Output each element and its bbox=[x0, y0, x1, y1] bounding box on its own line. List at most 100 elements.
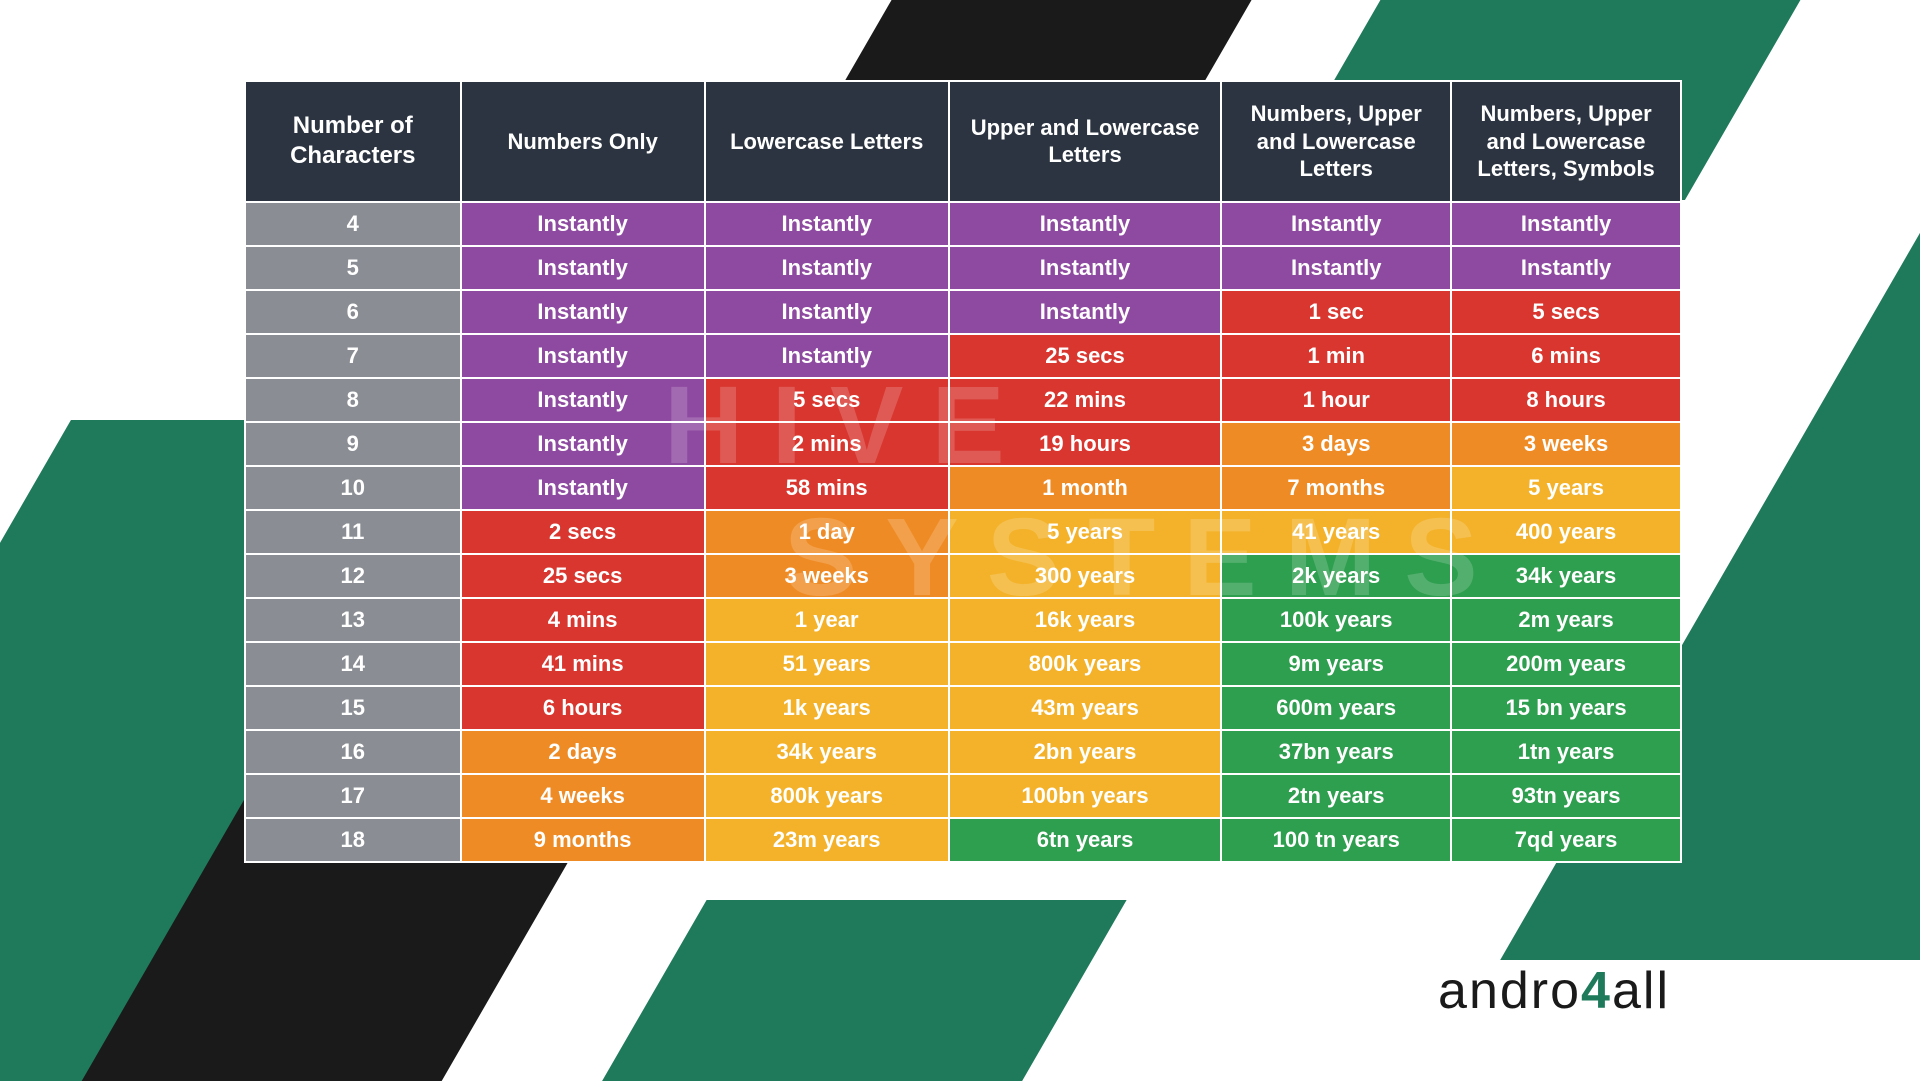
crack-time-cell: 600m years bbox=[1222, 687, 1450, 729]
crack-time-cell: 2 mins bbox=[706, 423, 948, 465]
crack-time-cell: 25 secs bbox=[950, 335, 1221, 377]
crack-time-cell: 1tn years bbox=[1452, 731, 1680, 773]
crack-time-cell: 6 hours bbox=[462, 687, 704, 729]
row-number: 9 bbox=[246, 423, 460, 465]
col-header: Numbers, Upper and Lowercase Letters bbox=[1222, 82, 1450, 201]
table-row: 156 hours1k years43m years600m years15 b… bbox=[246, 687, 1680, 729]
col-header: Number of Characters bbox=[246, 82, 460, 201]
crack-time-cell: Instantly bbox=[462, 335, 704, 377]
crack-time-cell: 5 years bbox=[950, 511, 1221, 553]
crack-time-cell: 7qd years bbox=[1452, 819, 1680, 861]
crack-time-cell: Instantly bbox=[706, 335, 948, 377]
logo-prefix: andro bbox=[1438, 962, 1581, 1020]
crack-time-cell: 9m years bbox=[1222, 643, 1450, 685]
crack-time-cell: 43m years bbox=[950, 687, 1221, 729]
crack-time-cell: 5 years bbox=[1452, 467, 1680, 509]
crack-time-cell: 9 months bbox=[462, 819, 704, 861]
crack-time-cell: 1 year bbox=[706, 599, 948, 641]
col-header: Numbers Only bbox=[462, 82, 704, 201]
crack-time-cell: Instantly bbox=[950, 291, 1221, 333]
crack-time-cell: 3 weeks bbox=[1452, 423, 1680, 465]
crack-time-cell: 2 days bbox=[462, 731, 704, 773]
crack-time-cell: Instantly bbox=[1452, 247, 1680, 289]
crack-time-cell: 7 months bbox=[1222, 467, 1450, 509]
crack-time-cell: Instantly bbox=[1452, 203, 1680, 245]
crack-time-cell: Instantly bbox=[462, 467, 704, 509]
crack-time-cell: 800k years bbox=[950, 643, 1221, 685]
crack-time-cell: 2tn years bbox=[1222, 775, 1450, 817]
logo-accent: 4 bbox=[1581, 962, 1612, 1020]
crack-time-cell: 300 years bbox=[950, 555, 1221, 597]
crack-time-cell: 34k years bbox=[706, 731, 948, 773]
row-number: 4 bbox=[246, 203, 460, 245]
crack-time-cell: 93tn years bbox=[1452, 775, 1680, 817]
crack-time-cell: Instantly bbox=[706, 247, 948, 289]
bg-stripe-green-bottom bbox=[533, 900, 1126, 1081]
row-number: 10 bbox=[246, 467, 460, 509]
table-row: 4InstantlyInstantlyInstantlyInstantlyIns… bbox=[246, 203, 1680, 245]
table-row: 1441 mins51 years800k years9m years200m … bbox=[246, 643, 1680, 685]
crack-time-cell: Instantly bbox=[706, 203, 948, 245]
crack-time-cell: 6 mins bbox=[1452, 335, 1680, 377]
crack-time-cell: 400 years bbox=[1452, 511, 1680, 553]
crack-time-cell: 1k years bbox=[706, 687, 948, 729]
crack-time-cell: Instantly bbox=[950, 203, 1221, 245]
row-number: 8 bbox=[246, 379, 460, 421]
crack-time-cell: 25 secs bbox=[462, 555, 704, 597]
crack-time-cell: Instantly bbox=[462, 291, 704, 333]
crack-time-cell: Instantly bbox=[706, 291, 948, 333]
table-row: 162 days34k years2bn years37bn years1tn … bbox=[246, 731, 1680, 773]
crack-time-cell: 22 mins bbox=[950, 379, 1221, 421]
crack-time-cell: 8 hours bbox=[1452, 379, 1680, 421]
table-row: 5InstantlyInstantlyInstantlyInstantlyIns… bbox=[246, 247, 1680, 289]
crack-time-cell: 34k years bbox=[1452, 555, 1680, 597]
crack-time-cell: 1 hour bbox=[1222, 379, 1450, 421]
crack-time-cell: 1 month bbox=[950, 467, 1221, 509]
crack-time-cell: 15 bn years bbox=[1452, 687, 1680, 729]
logo-suffix: all bbox=[1612, 962, 1670, 1020]
page-canvas: Number of CharactersNumbers OnlyLowercas… bbox=[0, 0, 1920, 1081]
crack-time-cell: 41 years bbox=[1222, 511, 1450, 553]
crack-time-cell: 2k years bbox=[1222, 555, 1450, 597]
table-row: 9Instantly2 mins19 hours3 days3 weeks bbox=[246, 423, 1680, 465]
table-row: 112 secs1 day5 years41 years400 years bbox=[246, 511, 1680, 553]
crack-time-cell: 100 tn years bbox=[1222, 819, 1450, 861]
table-body: 4InstantlyInstantlyInstantlyInstantlyIns… bbox=[246, 203, 1680, 861]
crack-time-cell: 19 hours bbox=[950, 423, 1221, 465]
table-row: 1225 secs3 weeks300 years2k years34k yea… bbox=[246, 555, 1680, 597]
crack-time-cell: 1 min bbox=[1222, 335, 1450, 377]
password-crack-table: Number of CharactersNumbers OnlyLowercas… bbox=[244, 80, 1682, 863]
crack-time-cell: 3 weeks bbox=[706, 555, 948, 597]
crack-time-cell: 200m years bbox=[1452, 643, 1680, 685]
row-number: 11 bbox=[246, 511, 460, 553]
table-header-row: Number of CharactersNumbers OnlyLowercas… bbox=[246, 82, 1680, 201]
crack-time-cell: 2bn years bbox=[950, 731, 1221, 773]
crack-time-cell: Instantly bbox=[1222, 247, 1450, 289]
table-row: 10Instantly58 mins1 month7 months5 years bbox=[246, 467, 1680, 509]
row-number: 13 bbox=[246, 599, 460, 641]
table-row: 7InstantlyInstantly25 secs1 min6 mins bbox=[246, 335, 1680, 377]
crack-time-cell: 5 secs bbox=[1452, 291, 1680, 333]
col-header: Numbers, Upper and Lowercase Letters, Sy… bbox=[1452, 82, 1680, 201]
crack-time-cell: 1 sec bbox=[1222, 291, 1450, 333]
table-row: 189 months23m years6tn years100 tn years… bbox=[246, 819, 1680, 861]
crack-time-cell: 37bn years bbox=[1222, 731, 1450, 773]
crack-time-cell: 1 day bbox=[706, 511, 948, 553]
crack-time-cell: Instantly bbox=[462, 203, 704, 245]
row-number: 7 bbox=[246, 335, 460, 377]
row-number: 18 bbox=[246, 819, 460, 861]
row-number: 14 bbox=[246, 643, 460, 685]
row-number: 12 bbox=[246, 555, 460, 597]
crack-time-cell: 100k years bbox=[1222, 599, 1450, 641]
table-row: 174 weeks800k years100bn years2tn years9… bbox=[246, 775, 1680, 817]
table-row: 8Instantly5 secs22 mins1 hour8 hours bbox=[246, 379, 1680, 421]
crack-time-cell: 41 mins bbox=[462, 643, 704, 685]
crack-time-cell: 5 secs bbox=[706, 379, 948, 421]
crack-time-cell: 3 days bbox=[1222, 423, 1450, 465]
crack-time-cell: Instantly bbox=[950, 247, 1221, 289]
row-number: 16 bbox=[246, 731, 460, 773]
table-row: 6InstantlyInstantlyInstantly1 sec5 secs bbox=[246, 291, 1680, 333]
crack-time-cell: 800k years bbox=[706, 775, 948, 817]
col-header: Upper and Lowercase Letters bbox=[950, 82, 1221, 201]
andro4all-logo: andro4all bbox=[1438, 961, 1670, 1021]
